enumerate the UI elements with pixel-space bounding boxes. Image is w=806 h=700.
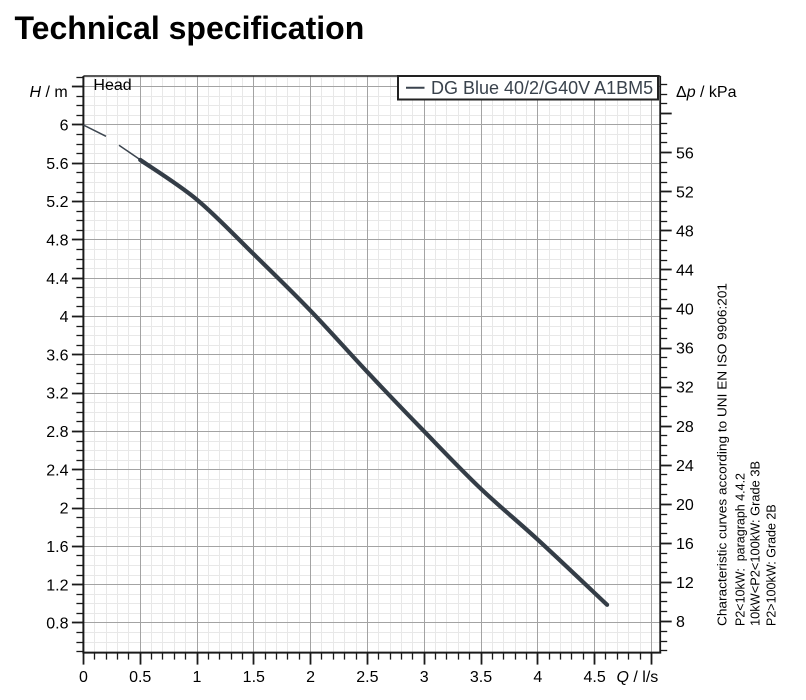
svg-text:8: 8 [676, 614, 685, 631]
svg-text:2: 2 [306, 669, 315, 686]
svg-text:3: 3 [420, 669, 429, 686]
svg-text:Characteristic curves accordin: Characteristic curves according to UNI E… [716, 283, 730, 626]
svg-text:2.8: 2.8 [46, 424, 68, 441]
svg-text:5.2: 5.2 [46, 194, 68, 211]
svg-text:44: 44 [676, 263, 694, 280]
svg-text:4.4: 4.4 [46, 271, 68, 288]
svg-text:52: 52 [676, 184, 694, 201]
svg-text:P2>100kW: Grade 2B: P2>100kW: Grade 2B [765, 504, 779, 626]
svg-text:48: 48 [676, 223, 694, 240]
svg-text:P2<10kW: paragraph 4.4.2: P2<10kW: paragraph 4.4.2 [734, 473, 748, 626]
svg-text:20: 20 [676, 497, 694, 514]
svg-text:1.6: 1.6 [46, 539, 68, 556]
svg-text:H / m: H / m [30, 84, 68, 101]
svg-text:1: 1 [193, 669, 202, 686]
svg-text:3.6: 3.6 [46, 347, 68, 364]
svg-text:4: 4 [533, 669, 542, 686]
svg-text:3.5: 3.5 [470, 669, 492, 686]
svg-text:10kW<P2<100kW: Grade 3B: 10kW<P2<100kW: Grade 3B [749, 461, 763, 626]
svg-text:56: 56 [676, 145, 694, 162]
svg-text:1.5: 1.5 [243, 669, 265, 686]
svg-text:2: 2 [60, 501, 69, 518]
svg-text:0.5: 0.5 [129, 669, 151, 686]
svg-text:Technical specification: Technical specification [15, 10, 365, 46]
svg-text:4.5: 4.5 [583, 669, 605, 686]
svg-text:5.6: 5.6 [46, 156, 68, 173]
svg-text:32: 32 [676, 380, 694, 397]
svg-text:4: 4 [60, 309, 69, 326]
svg-text:0: 0 [79, 669, 88, 686]
svg-text:Δp / kPa: Δp / kPa [676, 84, 737, 101]
svg-text:DG Blue 40/2/G40V A1BM5: DG Blue 40/2/G40V A1BM5 [431, 78, 653, 98]
svg-text:40: 40 [676, 302, 694, 319]
svg-text:Q / l/s: Q / l/s [617, 669, 659, 686]
svg-text:36: 36 [676, 341, 694, 358]
svg-text:3.2: 3.2 [46, 386, 68, 403]
svg-text:Head: Head [93, 77, 131, 94]
svg-text:1.2: 1.2 [46, 577, 68, 594]
svg-text:2.5: 2.5 [356, 669, 378, 686]
svg-text:24: 24 [676, 458, 694, 475]
svg-text:28: 28 [676, 419, 694, 436]
svg-text:16: 16 [676, 536, 694, 553]
svg-text:2.4: 2.4 [46, 462, 68, 479]
svg-text:12: 12 [676, 575, 694, 592]
svg-text:0.8: 0.8 [46, 616, 68, 633]
svg-text:4.8: 4.8 [46, 233, 68, 250]
svg-text:6: 6 [60, 118, 69, 135]
